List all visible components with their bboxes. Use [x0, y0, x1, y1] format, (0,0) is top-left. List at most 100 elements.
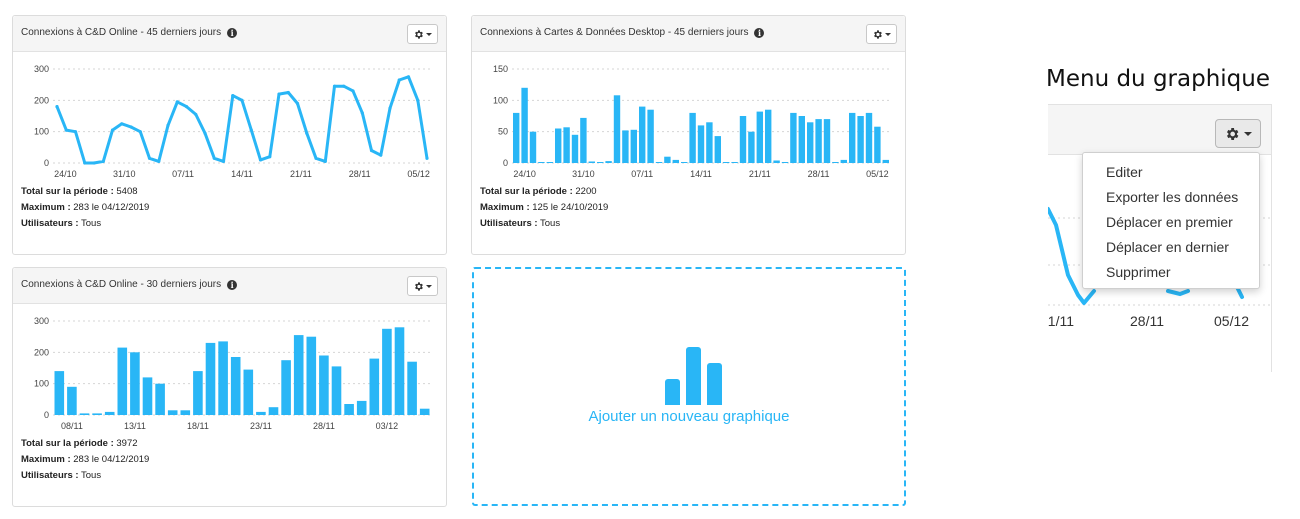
- bar[interactable]: [815, 119, 822, 163]
- bar[interactable]: [832, 162, 839, 163]
- bar[interactable]: [681, 162, 688, 163]
- data-point[interactable]: [101, 159, 105, 164]
- bar[interactable]: [117, 347, 128, 415]
- bar[interactable]: [798, 116, 805, 163]
- bar[interactable]: [622, 130, 629, 163]
- data-point[interactable]: [379, 153, 383, 157]
- bar[interactable]: [54, 371, 65, 415]
- data-point[interactable]: [406, 75, 411, 79]
- info-icon[interactable]: i: [227, 27, 238, 38]
- bar[interactable]: [394, 327, 405, 415]
- data-point[interactable]: [184, 105, 189, 109]
- bar[interactable]: [655, 162, 663, 163]
- menu-item-export[interactable]: Exporter les données: [1106, 189, 1239, 205]
- data-point[interactable]: [305, 131, 309, 135]
- data-point[interactable]: [73, 130, 78, 134]
- bar[interactable]: [865, 112, 873, 163]
- bar[interactable]: [882, 159, 889, 163]
- menu-item-move-first[interactable]: Déplacer en premier: [1106, 214, 1233, 230]
- bar[interactable]: [243, 369, 254, 415]
- bar[interactable]: [555, 128, 562, 164]
- bar[interactable]: [756, 111, 763, 163]
- bar[interactable]: [765, 109, 772, 163]
- bar[interactable]: [773, 160, 780, 164]
- data-point[interactable]: [92, 161, 96, 165]
- bar[interactable]: [664, 156, 671, 163]
- bar[interactable]: [369, 358, 380, 415]
- info-icon[interactable]: i: [754, 27, 765, 38]
- bar[interactable]: [714, 136, 721, 163]
- data-point[interactable]: [175, 100, 179, 104]
- data-point[interactable]: [55, 105, 59, 109]
- data-point[interactable]: [360, 111, 364, 115]
- bar[interactable]: [306, 336, 317, 415]
- bar[interactable]: [142, 377, 153, 415]
- data-point[interactable]: [332, 84, 337, 88]
- bar[interactable]: [597, 162, 604, 163]
- data-point[interactable]: [295, 101, 300, 106]
- add-chart-button[interactable]: Ajouter un nouveau graphique: [472, 267, 906, 506]
- bar[interactable]: [513, 112, 520, 163]
- bar[interactable]: [256, 411, 266, 415]
- menu-item-move-last[interactable]: Déplacer en dernier: [1106, 239, 1229, 255]
- bar[interactable]: [419, 408, 430, 415]
- data-point[interactable]: [249, 128, 253, 132]
- bar[interactable]: [344, 404, 354, 415]
- chart-settings-button[interactable]: [407, 276, 438, 296]
- data-point[interactable]: [277, 92, 281, 96]
- data-point[interactable]: [258, 158, 263, 162]
- bar[interactable]: [218, 341, 228, 415]
- data-point[interactable]: [212, 156, 216, 160]
- menu-item-delete[interactable]: Supprimer: [1106, 264, 1171, 280]
- bar[interactable]: [630, 129, 637, 163]
- bar[interactable]: [613, 95, 621, 163]
- bar[interactable]: [849, 112, 856, 163]
- bar[interactable]: [230, 357, 241, 415]
- data-point[interactable]: [388, 106, 392, 110]
- bar[interactable]: [67, 386, 77, 415]
- data-point[interactable]: [268, 155, 272, 159]
- bar[interactable]: [697, 125, 705, 163]
- data-point[interactable]: [203, 131, 207, 135]
- bar[interactable]: [180, 410, 191, 415]
- bar[interactable]: [563, 127, 570, 163]
- bar[interactable]: [167, 410, 178, 415]
- bar[interactable]: [538, 162, 545, 163]
- data-point[interactable]: [323, 159, 327, 164]
- data-point[interactable]: [369, 148, 374, 153]
- data-point[interactable]: [425, 156, 429, 160]
- data-point[interactable]: [147, 156, 152, 160]
- bar[interactable]: [739, 116, 747, 163]
- data-point[interactable]: [221, 159, 226, 164]
- bar[interactable]: [706, 122, 713, 163]
- chart-settings-button[interactable]: [866, 24, 897, 44]
- data-point[interactable]: [138, 130, 142, 134]
- bar[interactable]: [382, 328, 392, 415]
- data-point[interactable]: [166, 123, 170, 127]
- data-point[interactable]: [416, 98, 420, 102]
- bar[interactable]: [407, 361, 417, 415]
- bar[interactable]: [723, 162, 730, 163]
- bar[interactable]: [546, 162, 553, 163]
- bar[interactable]: [689, 112, 696, 163]
- bar[interactable]: [356, 400, 367, 415]
- bar[interactable]: [521, 87, 528, 163]
- bar[interactable]: [205, 342, 216, 415]
- bar[interactable]: [790, 112, 797, 163]
- bar[interactable]: [529, 131, 537, 163]
- bar[interactable]: [823, 119, 831, 163]
- bar[interactable]: [857, 116, 864, 163]
- bar[interactable]: [781, 162, 789, 163]
- data-point[interactable]: [120, 122, 124, 126]
- bar[interactable]: [571, 134, 579, 163]
- bar[interactable]: [580, 117, 587, 163]
- data-point[interactable]: [286, 90, 290, 95]
- bar[interactable]: [104, 411, 115, 415]
- data-point[interactable]: [314, 156, 318, 160]
- bar[interactable]: [331, 366, 342, 415]
- chart-settings-button[interactable]: [1215, 119, 1261, 148]
- data-point[interactable]: [110, 128, 115, 132]
- bar[interactable]: [130, 352, 140, 415]
- data-point[interactable]: [129, 125, 133, 129]
- bar[interactable]: [731, 162, 738, 163]
